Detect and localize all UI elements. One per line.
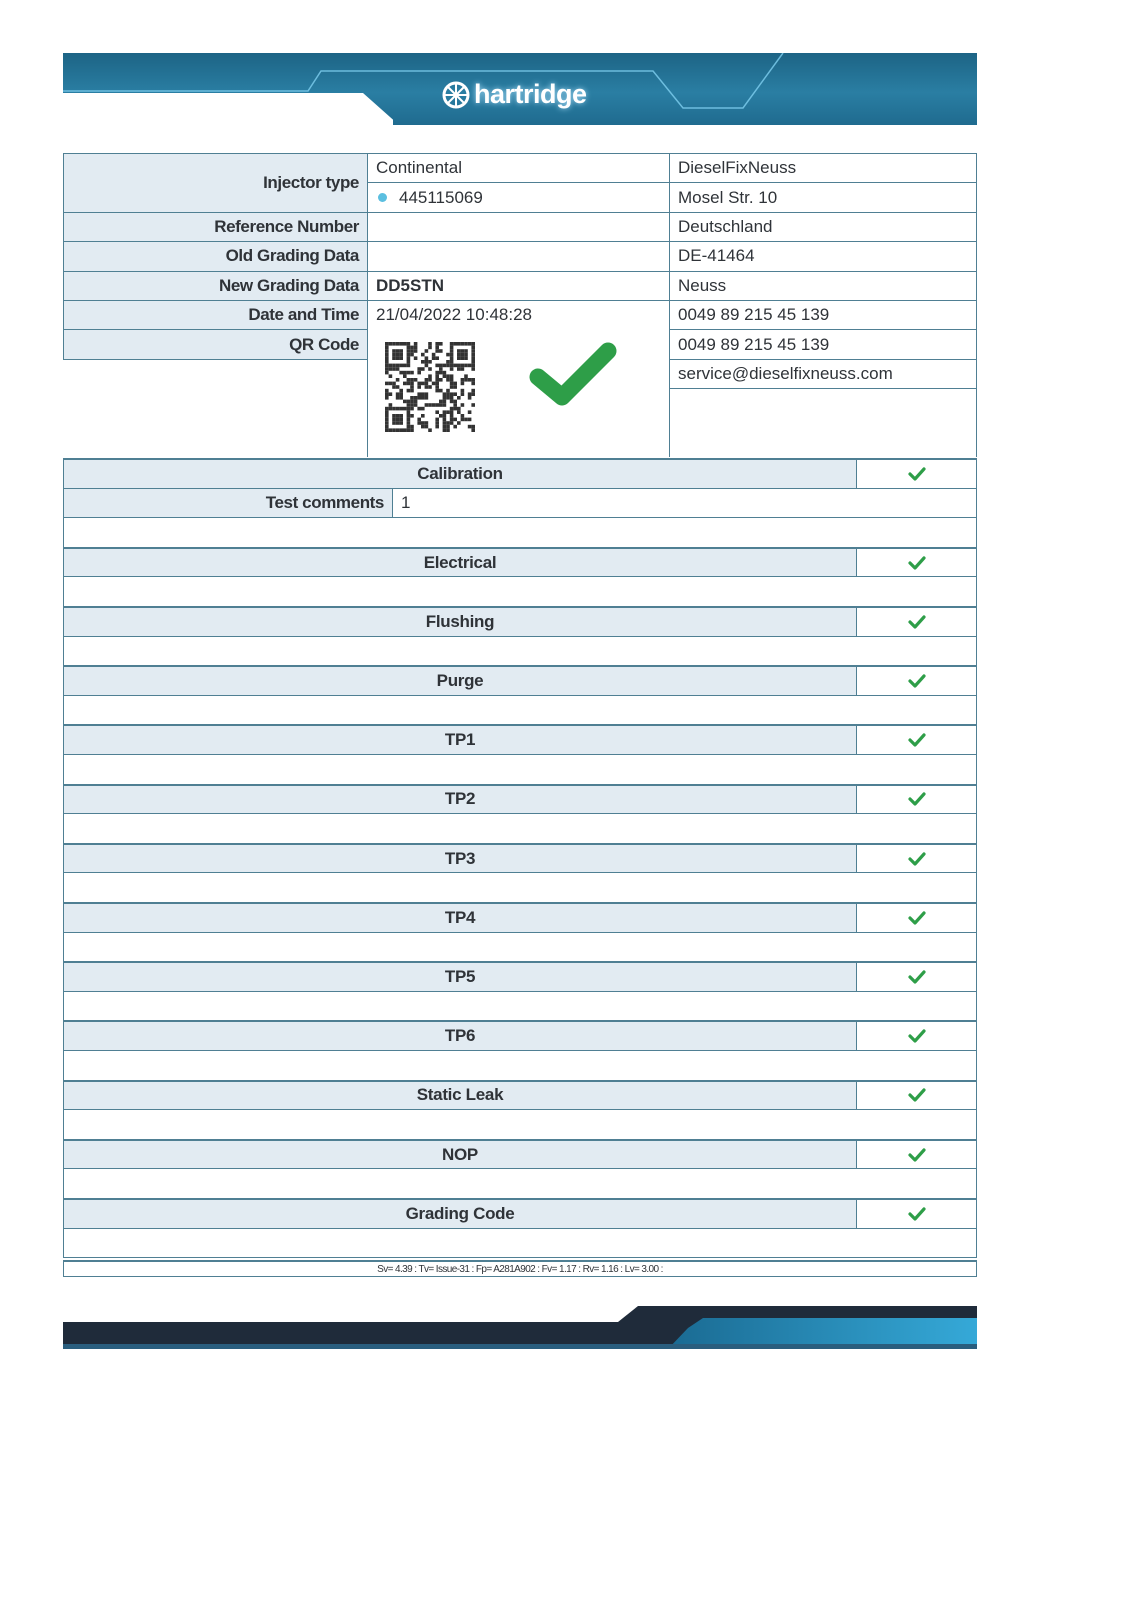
section-details (63, 517, 977, 548)
section-tp2: TP2 (63, 783, 857, 815)
section-tp1: TP1 (63, 724, 857, 755)
new-grading-value: DD5STN (367, 270, 670, 301)
company-line: 0049 89 215 45 139 (669, 329, 977, 360)
section-purge: Purge (63, 665, 857, 696)
brand-name: hartridge (474, 79, 587, 109)
header-banner: hartridge (63, 53, 977, 125)
qr-area (367, 329, 670, 457)
check-icon (907, 733, 926, 747)
section-details (63, 931, 977, 963)
check-icon (907, 1088, 926, 1102)
manufacturer-value: Continental (367, 153, 670, 184)
wheel-icon (442, 81, 470, 108)
reference-number-value (367, 211, 670, 243)
section-status (856, 724, 977, 755)
section-tp3: TP3 (63, 842, 857, 874)
footer-banner (63, 1306, 977, 1349)
section-details (63, 1050, 977, 1081)
check-icon (907, 792, 926, 806)
section-details (63, 635, 977, 667)
company-line: DieselFixNeuss (669, 153, 977, 184)
section-details (63, 576, 977, 607)
company-blank (669, 388, 977, 457)
banner-cutout (63, 93, 393, 125)
section-status (856, 842, 977, 874)
section-status (856, 1138, 977, 1170)
test-comments-value: 1 (392, 487, 977, 519)
section-tp5: TP5 (63, 961, 857, 992)
label-qr-code: QR Code (63, 329, 368, 360)
company-line: Deutschland (669, 211, 977, 243)
pass-check-icon (529, 342, 617, 406)
check-icon (907, 1207, 926, 1221)
section-status (856, 1079, 977, 1111)
check-icon (907, 970, 926, 984)
section-status (856, 1020, 977, 1051)
label-date-time: Date and Time (63, 300, 368, 331)
label-old-grading: Old Grading Data (63, 241, 368, 272)
check-icon (907, 1147, 926, 1162)
label-reference-number: Reference Number (63, 211, 368, 243)
section-status (856, 458, 977, 489)
globe-icon (378, 193, 387, 203)
section-details (63, 813, 977, 844)
check-icon (907, 911, 926, 925)
section-status (856, 546, 977, 578)
company-line: 0049 89 215 45 139 (669, 300, 977, 331)
check-icon (907, 615, 926, 629)
section-calibration: Calibration (63, 458, 857, 489)
section-details (63, 694, 977, 726)
section-details (63, 872, 977, 903)
part-number: 445115069 (399, 187, 483, 207)
section-status (856, 665, 977, 696)
hartridge-logo: hartridge (441, 79, 587, 110)
company-line: service@dieselfixneuss.com (669, 358, 977, 390)
section-details (63, 754, 977, 785)
section-tp6: TP6 (63, 1020, 857, 1051)
test-comments-label: Test comments (63, 487, 393, 519)
section-status (856, 1198, 977, 1229)
check-icon (907, 674, 926, 688)
section-details (63, 1168, 977, 1199)
section-status (856, 606, 977, 637)
section-flushing: Flushing (63, 606, 857, 637)
check-icon (907, 467, 926, 481)
section-tp4: TP4 (63, 902, 857, 933)
check-icon (907, 851, 926, 866)
part-number-value: 445115069 (367, 182, 670, 213)
banner-decoration (63, 53, 784, 109)
section-details (63, 1109, 977, 1140)
section-static-leak: Static Leak (63, 1079, 857, 1111)
date-time-value: 21/04/2022 10:48:28 (367, 300, 670, 331)
company-line: Mosel Str. 10 (669, 182, 977, 213)
section-status (856, 902, 977, 933)
section-grading-code: Grading Code (63, 1198, 857, 1229)
check-icon (907, 1029, 926, 1043)
company-line: DE-41464 (669, 241, 977, 272)
qr-code-image (385, 342, 475, 433)
old-grading-value (367, 241, 670, 272)
label-injector-type: Injector type (63, 153, 368, 213)
section-details (63, 990, 977, 1022)
section-details (63, 1227, 977, 1259)
section-status (856, 961, 977, 992)
version-info: Sv= 4.39 : Tv= Issue-31 : Fp= A281A902 :… (63, 1260, 977, 1277)
section-status (856, 783, 977, 815)
label-new-grading: New Grading Data (63, 270, 368, 301)
company-line: Neuss (669, 270, 977, 301)
section-electrical: Electrical (63, 546, 857, 578)
check-icon (907, 555, 926, 570)
section-nop: NOP (63, 1138, 857, 1170)
